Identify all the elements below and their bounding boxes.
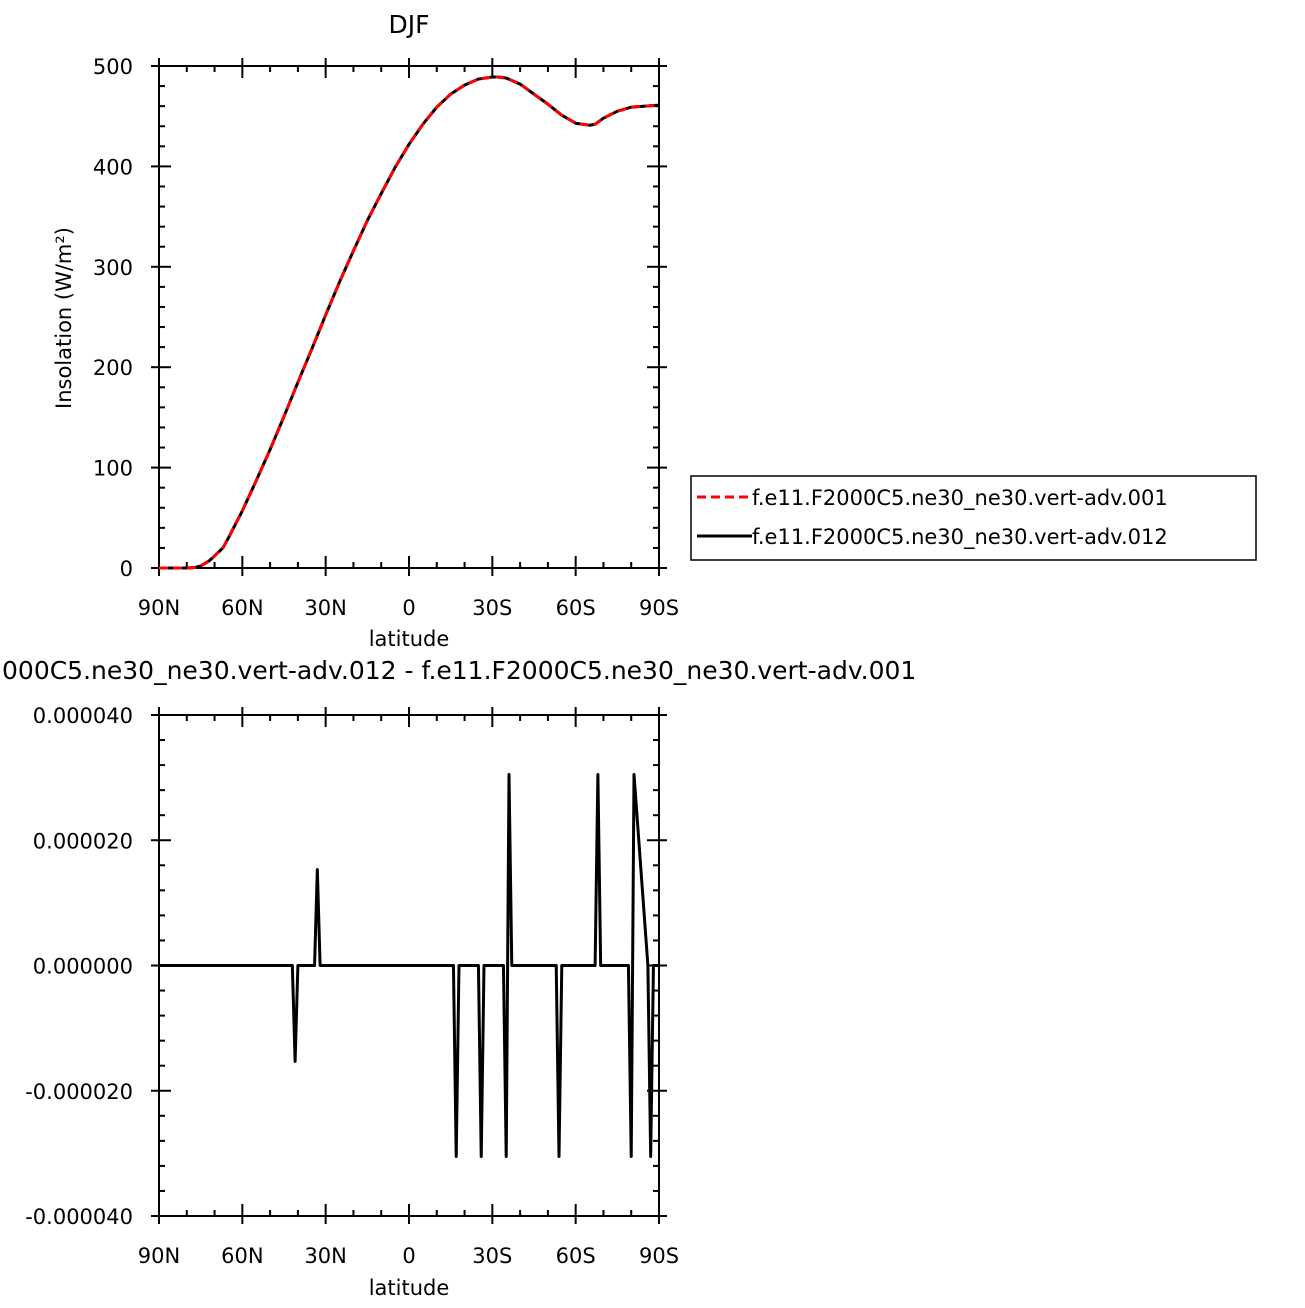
x-axis-label: latitude — [369, 1276, 450, 1300]
series-line — [159, 772, 659, 1159]
y-tick-labels: 0 100 200 300 400 500 — [93, 55, 133, 581]
panel-title: f.e11.F2000C5.ne30_ne30.vert-adv.012 - f… — [0, 656, 916, 685]
difference-panel: f.e11.F2000C5.ne30_ne30.vert-adv.012 - f… — [0, 656, 916, 1300]
y-tick-label: 0.000020 — [33, 829, 133, 853]
y-tick-label: 100 — [93, 457, 133, 481]
x-tick-label: 60S — [556, 1244, 596, 1268]
x-tick-label: 30S — [472, 596, 512, 620]
x-tick-label: 0 — [402, 596, 415, 620]
x-tick-label: 90S — [639, 1244, 679, 1268]
y-tick-label: 400 — [93, 155, 133, 179]
y-axis-label: Insolation (W/m²) — [52, 227, 76, 409]
series-lines — [159, 772, 659, 1159]
x-tick-label: 90N — [138, 596, 180, 620]
y-tick-label: 200 — [93, 356, 133, 380]
series-line — [159, 75, 660, 570]
legend-entry-012: f.e11.F2000C5.ne30_ne30.vert-adv.012 — [752, 525, 1168, 550]
x-tick-label: 90S — [639, 596, 679, 620]
legend-entry-001: f.e11.F2000C5.ne30_ne30.vert-adv.001 — [752, 486, 1168, 511]
y-tick-label: 500 — [93, 55, 133, 79]
x-tick-labels: 90N 60N 30N 0 30S 60S 90S — [138, 1244, 679, 1268]
y-tick-label: 0.000000 — [33, 955, 133, 979]
y-tick-label: 300 — [93, 256, 133, 280]
insolation-panel: DJF 90N 60N 30N 0 30S 60S 90S 0 100 200 300 400 500… — [52, 10, 1257, 651]
y-tick-label: 0 — [120, 557, 133, 581]
axis-ticks — [151, 707, 667, 1224]
x-axis-label: latitude — [369, 627, 450, 651]
y-tick-label: -0.000040 — [25, 1205, 133, 1229]
axis-ticks — [151, 58, 667, 576]
x-tick-label: 30N — [304, 1244, 346, 1268]
y-tick-label: -0.000020 — [25, 1080, 133, 1104]
x-tick-label: 0 — [402, 1244, 415, 1268]
x-tick-label: 60N — [221, 1244, 263, 1268]
x-tick-label: 30N — [304, 596, 346, 620]
x-tick-label: 30S — [472, 1244, 512, 1268]
panel-title: DJF — [388, 10, 429, 39]
x-tick-labels: 90N 60N 30N 0 30S 60S 90S — [138, 596, 679, 620]
series-line — [159, 75, 660, 570]
plot-frame — [158, 65, 660, 569]
y-tick-labels: -0.000040 -0.000020 0.000000 0.000020 0.0000… — [25, 704, 133, 1229]
legend: f.e11.F2000C5.ne30_ne30.vert-adv.001 f.e… — [690, 475, 1257, 561]
x-tick-label: 60S — [556, 596, 596, 620]
series-lines — [159, 75, 660, 570]
x-tick-label: 60N — [221, 596, 263, 620]
legend-box — [690, 475, 1257, 561]
x-tick-label: 90N — [138, 1244, 180, 1268]
y-tick-label: 0.000040 — [33, 704, 133, 728]
